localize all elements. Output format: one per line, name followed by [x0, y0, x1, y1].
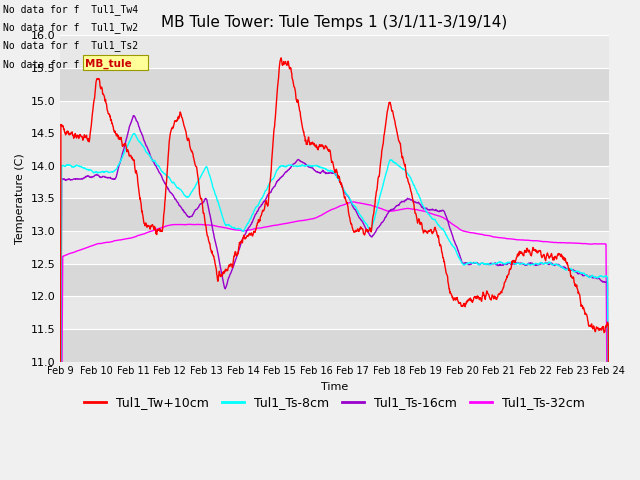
Bar [60, 264, 609, 296]
Bar [60, 36, 609, 68]
Text: No data for f  Tul1_Tw4: No data for f Tul1_Tw4 [3, 4, 138, 15]
Bar [60, 329, 609, 361]
Bar [60, 296, 609, 329]
Bar [60, 101, 609, 133]
Text: No data for f  Tul1_Tw2: No data for f Tul1_Tw2 [3, 22, 138, 33]
Text: No data for f  Tul1_Ts2: No data for f Tul1_Ts2 [3, 40, 138, 51]
Bar [60, 198, 609, 231]
Bar [60, 166, 609, 198]
Title: MB Tule Tower: Tule Temps 1 (3/1/11-3/19/14): MB Tule Tower: Tule Temps 1 (3/1/11-3/19… [161, 15, 508, 30]
Bar [60, 68, 609, 101]
Text: MB_tule: MB_tule [85, 58, 132, 69]
Bar [60, 133, 609, 166]
X-axis label: Time: Time [321, 382, 348, 392]
Legend: Tul1_Tw+10cm, Tul1_Ts-8cm, Tul1_Ts-16cm, Tul1_Ts-32cm: Tul1_Tw+10cm, Tul1_Ts-8cm, Tul1_Ts-16cm,… [79, 391, 590, 414]
Y-axis label: Temperature (C): Temperature (C) [15, 153, 25, 244]
Text: No data for f  Tul1_Ts: No data for f Tul1_Ts [3, 59, 132, 70]
Bar [60, 231, 609, 264]
